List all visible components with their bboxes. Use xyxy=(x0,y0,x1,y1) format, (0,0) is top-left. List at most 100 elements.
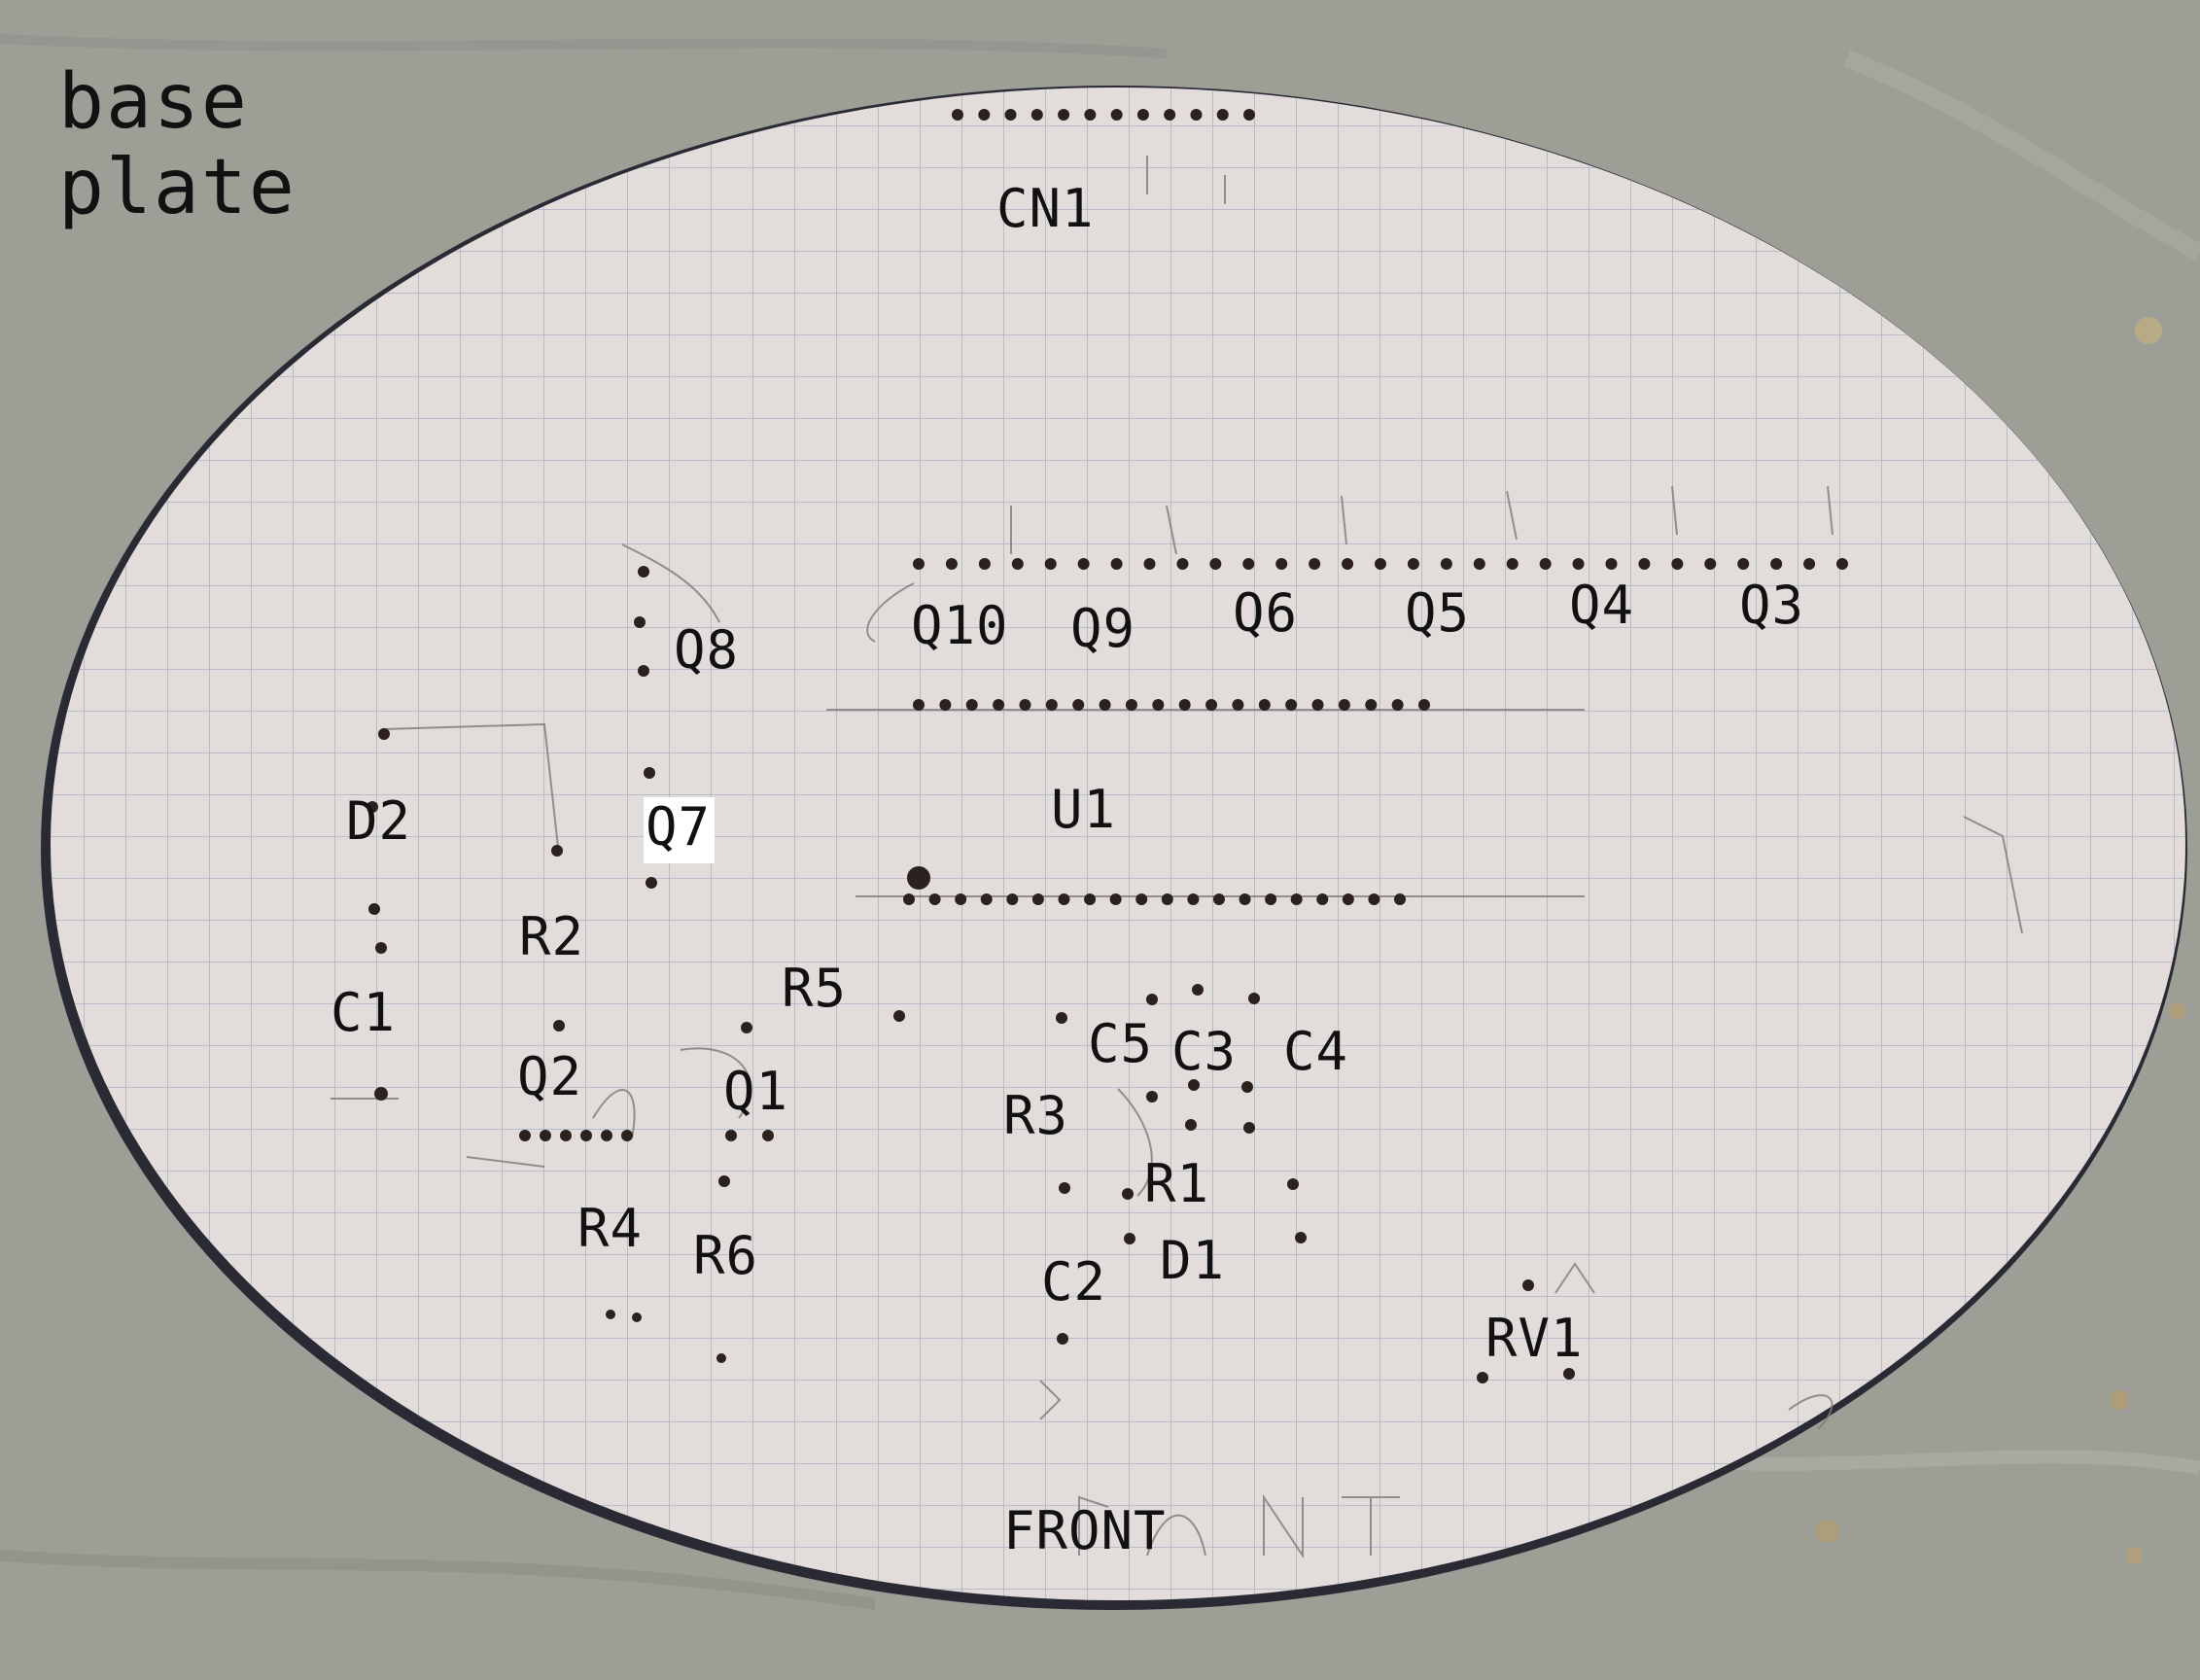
solder-hole xyxy=(1440,558,1452,570)
solder-hole xyxy=(1316,893,1329,905)
label-r2: R2 xyxy=(519,906,585,967)
label-u1: U1 xyxy=(1051,779,1117,840)
solder-hole xyxy=(955,893,967,905)
solder-hole xyxy=(1045,699,1058,711)
solder-hole xyxy=(1265,893,1277,905)
solder-hole xyxy=(1044,558,1057,570)
solder-hole xyxy=(1056,1012,1067,1024)
solder-hole xyxy=(903,893,915,905)
solder-hole xyxy=(374,1087,388,1101)
solder-hole xyxy=(1243,1122,1255,1134)
solder-hole xyxy=(1146,994,1158,1005)
solder-hole xyxy=(1058,109,1070,121)
label-q3: Q3 xyxy=(1739,575,1805,636)
label-q5: Q5 xyxy=(1405,582,1471,644)
solder-hole xyxy=(978,109,991,121)
label-r4: R4 xyxy=(577,1198,644,1259)
solder-hole xyxy=(1248,993,1260,1004)
solder-hole xyxy=(1539,558,1552,570)
solder-hole xyxy=(1188,1079,1200,1091)
solder-hole xyxy=(993,699,1005,711)
label-q9: Q9 xyxy=(1070,598,1136,659)
title-line-2: plate xyxy=(58,144,297,231)
solder-hole xyxy=(913,558,925,570)
label-d2: D2 xyxy=(346,790,412,852)
solder-hole xyxy=(1192,984,1204,996)
solder-hole xyxy=(1006,893,1019,905)
solder-hole xyxy=(1671,558,1684,570)
solder-hole xyxy=(1391,699,1404,711)
solder-hole xyxy=(1295,1232,1307,1243)
label-cn1: CN1 xyxy=(996,178,1095,239)
solder-holes xyxy=(367,109,1848,1383)
solder-hole xyxy=(1394,893,1406,905)
solder-hole xyxy=(368,903,380,915)
solder-hole xyxy=(1704,558,1717,570)
solder-hole xyxy=(1146,1091,1158,1102)
solder-hole xyxy=(1190,109,1203,121)
solder-hole xyxy=(378,728,390,740)
solder-hole xyxy=(1058,893,1070,905)
solder-hole xyxy=(1232,699,1244,711)
solder-hole xyxy=(1242,558,1255,570)
solder-hole xyxy=(1572,558,1585,570)
solder-hole xyxy=(1122,1188,1134,1200)
label-r1: R1 xyxy=(1144,1153,1210,1214)
solder-hole xyxy=(1099,699,1111,711)
solder-hole xyxy=(1241,1081,1253,1093)
solder-hole xyxy=(551,845,563,857)
solder-hole xyxy=(632,1312,642,1322)
solder-hole xyxy=(1290,893,1303,905)
solder-hole xyxy=(646,877,657,889)
solder-hole xyxy=(1030,109,1043,121)
label-front: FRONT xyxy=(1003,1500,1167,1561)
label-rv1: RV1 xyxy=(1485,1308,1584,1369)
solder-hole xyxy=(580,1130,592,1141)
solder-hole xyxy=(762,1130,774,1141)
solder-hole xyxy=(1737,558,1750,570)
solder-hole xyxy=(1239,893,1251,905)
solder-hole xyxy=(634,616,646,628)
solder-hole xyxy=(716,1353,726,1363)
solder-hole xyxy=(540,1130,551,1141)
solder-hole xyxy=(638,665,649,677)
solder-hole xyxy=(1285,699,1298,711)
label-d1: D1 xyxy=(1160,1230,1226,1291)
solder-hole xyxy=(1164,109,1176,121)
label-c3: C3 xyxy=(1171,1021,1238,1082)
solder-hole xyxy=(1522,1279,1534,1291)
solder-hole xyxy=(621,1130,633,1141)
solder-hole xyxy=(978,558,991,570)
solder-hole xyxy=(601,1130,612,1141)
solder-hole xyxy=(1084,893,1097,905)
solder-hole xyxy=(1212,893,1225,905)
solder-hole xyxy=(644,767,655,779)
label-r3: R3 xyxy=(1003,1085,1069,1146)
title-line-1: base xyxy=(58,58,249,146)
solder-hole xyxy=(1136,109,1149,121)
solder-hole xyxy=(1275,558,1288,570)
solder-hole xyxy=(1019,699,1031,711)
solder-hole xyxy=(980,893,993,905)
solder-hole xyxy=(939,699,952,711)
solder-hole xyxy=(367,801,378,813)
solder-hole xyxy=(1072,699,1085,711)
label-r5: R5 xyxy=(782,958,848,1019)
solder-hole xyxy=(1638,558,1651,570)
solder-hole xyxy=(913,699,925,711)
label-q4: Q4 xyxy=(1569,575,1635,636)
label-q2: Q2 xyxy=(517,1046,583,1107)
solder-hole xyxy=(1418,699,1430,711)
label-q6: Q6 xyxy=(1233,582,1299,644)
solder-hole xyxy=(1110,109,1123,121)
solder-hole xyxy=(1311,699,1324,711)
solder-hole xyxy=(1477,1372,1488,1383)
solder-hole xyxy=(1836,558,1848,570)
solder-hole xyxy=(553,1020,565,1032)
solder-hole xyxy=(1124,1233,1135,1244)
solder-hole xyxy=(1258,699,1271,711)
solder-hole xyxy=(1243,109,1255,121)
